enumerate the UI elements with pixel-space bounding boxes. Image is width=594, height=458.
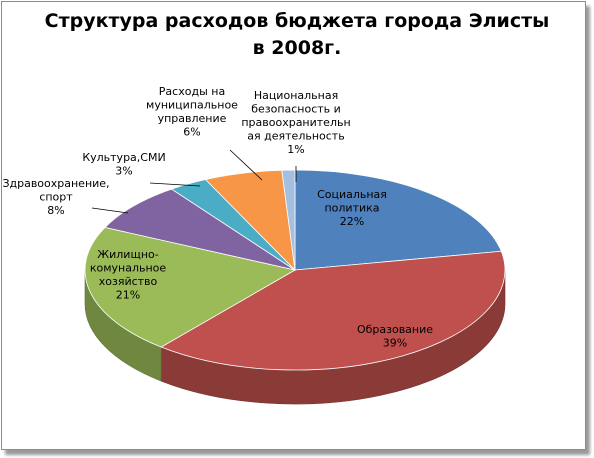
slice-label-4: Культура,СМИ 3% bbox=[82, 151, 165, 178]
pie-slice-2 bbox=[84, 226, 297, 348]
slice-label-line-6-0: Национальная bbox=[254, 89, 338, 102]
slice-label-line-3-0: Здравоохранение, bbox=[2, 177, 109, 190]
slice-label-line-2-0: Жилищно- bbox=[97, 248, 158, 261]
slice-label-line-0-0: Социальная bbox=[317, 188, 387, 201]
slice-label-1: Образование 39% bbox=[357, 323, 433, 350]
slice-label-3: Здравоохранение, спорт 8% bbox=[2, 177, 109, 217]
leader-line-5 bbox=[229, 149, 263, 181]
slice-label-line-5-0: Расходы на bbox=[159, 85, 225, 98]
slice-percent-5: 6% bbox=[183, 126, 200, 139]
slice-label-line-4-0: Культура,СМИ bbox=[82, 151, 165, 164]
chart-title-line-1: Структура расходов бюджета города Элисты bbox=[44, 10, 550, 32]
leader-line-3 bbox=[91, 207, 129, 214]
slice-label-line-2-2: хозяйство bbox=[99, 275, 158, 288]
pie-slice-6 bbox=[281, 169, 296, 271]
slice-label-line-5-1: муниципальное bbox=[146, 99, 238, 112]
slice-percent-1: 39% bbox=[383, 337, 407, 350]
leader-lines bbox=[91, 149, 297, 214]
slice-label-5: Расходы на муниципальное управление 6% bbox=[146, 85, 238, 139]
slice-label-line-5-2: управление bbox=[158, 112, 227, 125]
slice-percent-4: 3% bbox=[115, 165, 132, 178]
pie-slice-3 bbox=[104, 188, 296, 271]
pie-slice-0 bbox=[294, 169, 502, 271]
slice-label-6: Национальная безопасность и правоохранител… bbox=[241, 89, 350, 156]
slice-label-line-6-1: безопасность и bbox=[251, 103, 341, 116]
leader-line-4 bbox=[149, 182, 201, 187]
slice-label-line-0-1: политика bbox=[324, 202, 379, 215]
slice-percent-6: 1% bbox=[287, 143, 304, 156]
chart-title-line-2: в 2008г. bbox=[252, 37, 342, 59]
slice-labels: Социальная политика 22% Образование 39% Жилищ… bbox=[2, 85, 433, 350]
slice-label-line-6-3: ая деятельность bbox=[247, 130, 344, 143]
slice-label-line-3-1: спорт bbox=[39, 191, 73, 204]
slice-percent-0: 22% bbox=[340, 215, 364, 228]
slice-label-line-6-2: правоохранительн bbox=[241, 116, 350, 129]
slice-label-2: Жилищно-комунальное хозяйство 21% bbox=[90, 248, 167, 302]
slice-percent-3: 8% bbox=[47, 204, 64, 217]
slice-label-line-1-0: Образование bbox=[357, 323, 433, 336]
pie-slices bbox=[84, 169, 506, 371]
slice-label-0: Социальная политика 22% bbox=[317, 188, 387, 228]
slice-label-line-2-1: комунальное bbox=[90, 262, 167, 275]
slice-percent-2: 21% bbox=[116, 289, 140, 302]
chart-title: Структура расходов бюджета города Элисты… bbox=[0, 8, 594, 62]
pie-slice-1 bbox=[160, 250, 506, 371]
